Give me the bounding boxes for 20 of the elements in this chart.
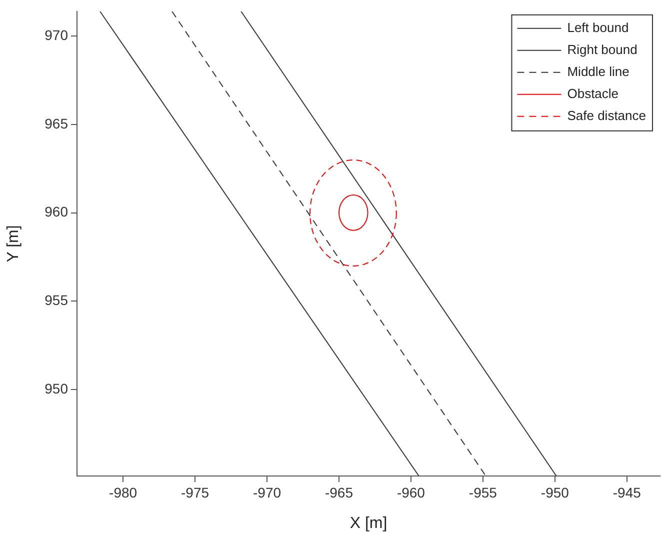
legend-label: Left bound <box>567 20 629 35</box>
y-tick-label: 960 <box>44 204 68 220</box>
x-tick-label: -955 <box>468 484 498 500</box>
legend-label: Middle line <box>567 64 630 79</box>
x-tick-label: -980 <box>109 484 138 500</box>
annotation: Obstacle <box>567 86 619 101</box>
x-axis-title: X [m] <box>350 514 388 532</box>
x-tick-label: -945 <box>612 484 642 500</box>
y-tick-label: 965 <box>44 115 68 132</box>
x-tick-label: -960 <box>396 484 426 500</box>
y-tick-label: 970 <box>44 26 68 43</box>
annotation: Safe distance <box>567 108 646 123</box>
y-tick-label: 955 <box>44 292 68 308</box>
x-tick-label: -950 <box>540 484 570 500</box>
x-tick-label: -970 <box>253 484 282 500</box>
x-tick-label: -975 <box>181 484 210 500</box>
legend-label: Right bound <box>567 42 638 57</box>
y-axis-title: Y [m] <box>5 225 22 262</box>
x-tick-label: -965 <box>324 484 354 500</box>
y-tick-label: 950 <box>44 380 68 396</box>
